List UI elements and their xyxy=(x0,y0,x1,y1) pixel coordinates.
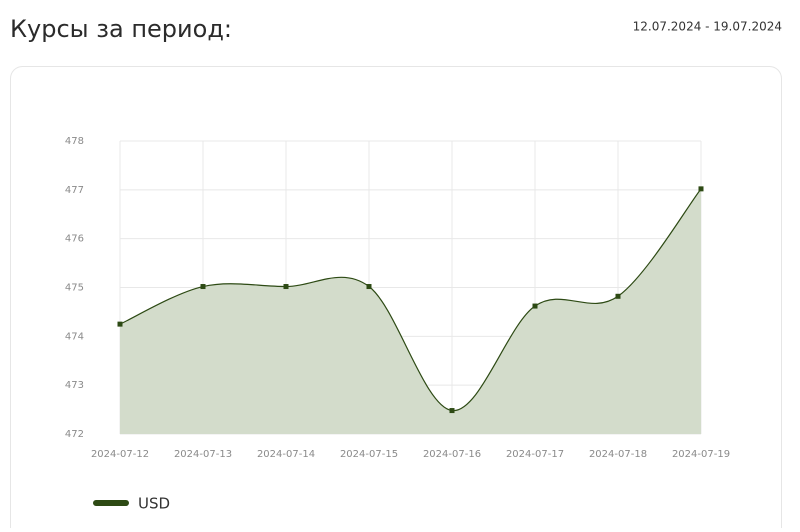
y-tick-label: 475 xyxy=(65,283,84,294)
x-tick-label: 2024-07-12 xyxy=(91,449,149,460)
point xyxy=(615,293,621,299)
point xyxy=(283,284,289,290)
x-tick-label: 2024-07-18 xyxy=(589,449,647,460)
point xyxy=(366,284,372,290)
y-tick-label: 473 xyxy=(65,380,84,391)
plot: 472 473 474 475 476 477 478 2024-07-12 2024-07-1… xyxy=(65,136,730,513)
y-tick-label: 472 xyxy=(65,429,84,440)
legend-label: USD xyxy=(138,495,170,513)
date-range: 12.07.2024 - 19.07.2024 xyxy=(633,20,782,34)
point xyxy=(200,284,206,290)
x-tick-label: 2024-07-14 xyxy=(257,449,315,460)
x-tick-label: 2024-07-19 xyxy=(672,449,730,460)
point xyxy=(698,186,704,192)
x-tick-label: 2024-07-15 xyxy=(340,449,398,460)
x-tick-label: 2024-07-16 xyxy=(423,449,481,460)
area xyxy=(120,188,701,434)
y-tick-label: 474 xyxy=(65,331,84,342)
y-tick-label: 476 xyxy=(65,234,84,245)
point xyxy=(117,321,123,327)
y-tick-label: 477 xyxy=(65,185,84,196)
x-tick-label: 2024-07-13 xyxy=(174,449,232,460)
line xyxy=(119,188,702,412)
x-tick-label: 2024-07-17 xyxy=(506,449,564,460)
y-tick-label: 478 xyxy=(65,136,84,147)
point xyxy=(449,408,455,414)
point xyxy=(532,303,538,309)
page-title: Курсы за период: xyxy=(10,15,232,43)
